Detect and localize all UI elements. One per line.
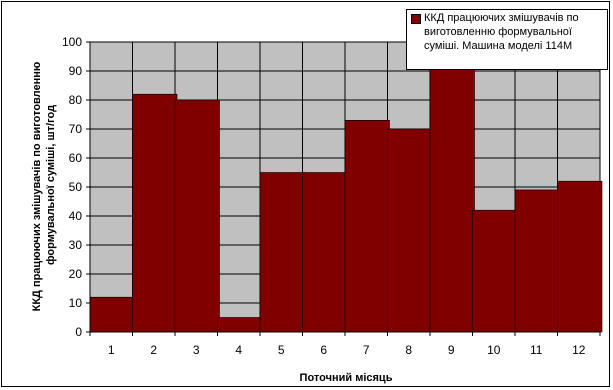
x-tick-label-7: 7 (363, 343, 370, 357)
x-tick-label-6: 6 (320, 343, 327, 357)
bar-2 (132, 93, 178, 333)
bar-5 (259, 172, 305, 333)
y-tick-label-8: 80 (69, 93, 83, 107)
x-tick-label-2: 2 (150, 343, 157, 357)
x-tick-label-1: 1 (108, 343, 115, 357)
x-axis-title: Поточний місяць (300, 372, 393, 384)
y-tick-label-0: 0 (75, 325, 82, 339)
x-tick-label-9: 9 (448, 343, 455, 357)
bar-3 (174, 99, 220, 333)
y-tick-label-6: 60 (69, 151, 83, 165)
x-tick-label-4: 4 (235, 343, 242, 357)
bar-1 (89, 296, 135, 333)
legend-label: ККД працюючих змішувачів по виготовленню… (424, 12, 579, 52)
bar-6 (302, 172, 348, 333)
y-axis-title-line-2: формувальної суміші, шт/год (45, 105, 57, 265)
y-tick-label-3: 30 (69, 238, 83, 252)
x-tick-label-12: 12 (572, 343, 586, 357)
x-tick-label-8: 8 (405, 343, 412, 357)
y-tick-label-5: 50 (69, 180, 83, 194)
bar-7 (344, 120, 390, 333)
y-tick-label-9: 90 (69, 64, 83, 78)
y-tick-label-2: 20 (69, 267, 83, 281)
x-tick-label-10: 10 (487, 343, 501, 357)
bar-4 (217, 317, 263, 333)
bar-10 (472, 209, 518, 333)
x-tick-label-3: 3 (193, 343, 200, 357)
y-tick-label-4: 40 (69, 209, 83, 223)
x-tick-label-5: 5 (278, 343, 285, 357)
y-axis-title-line-1: ККД працюючих змішувачів по виготовленню (31, 62, 43, 312)
y-axis-title: ККД працюючих змішувачів по виготовленню… (31, 59, 57, 312)
bar-12 (557, 180, 603, 333)
legend: ККД працюючих змішувачів по виготовленню… (406, 9, 608, 70)
y-tick-label-1: 10 (69, 296, 83, 310)
legend-swatch (411, 14, 421, 24)
bar-9 (429, 67, 475, 333)
bar-8 (387, 128, 433, 333)
y-tick-label-7: 70 (69, 122, 83, 136)
y-tick-label-10: 100 (62, 35, 82, 49)
bar-11 (514, 189, 560, 333)
x-tick-label-11: 11 (530, 343, 543, 357)
